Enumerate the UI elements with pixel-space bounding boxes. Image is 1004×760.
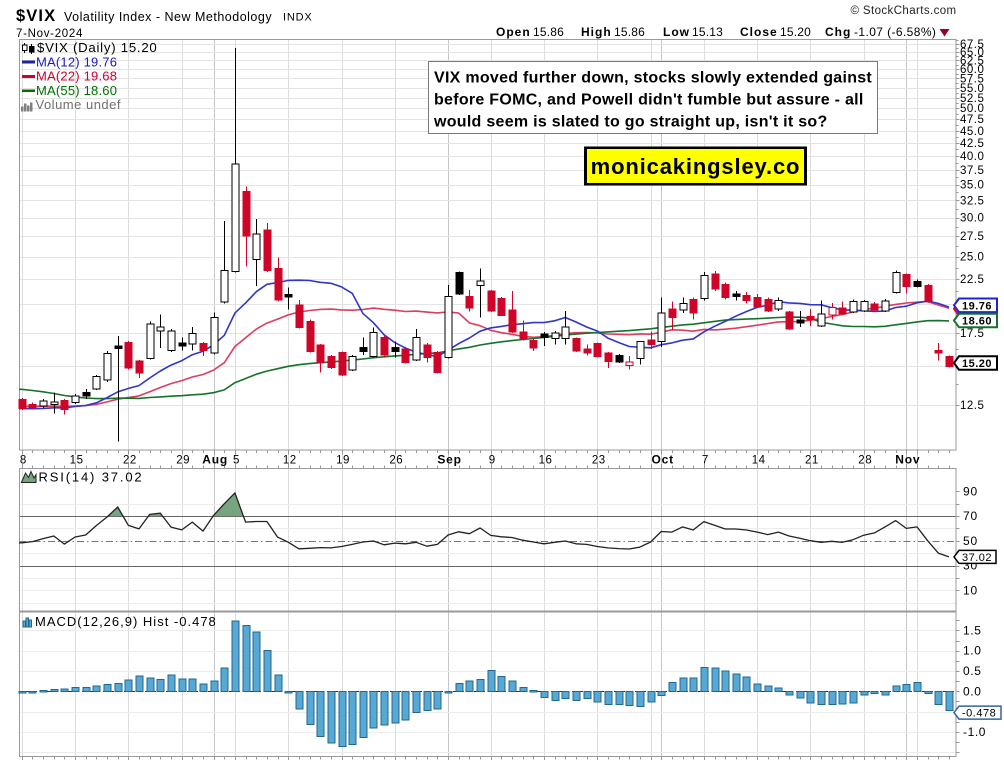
svg-text:57.5: 57.5 — [960, 73, 984, 85]
svg-text:67.5: 67.5 — [960, 39, 984, 51]
svg-text:52.5: 52.5 — [960, 93, 984, 105]
svg-text:Open: Open — [496, 25, 531, 39]
svg-text:35.0: 35.0 — [960, 180, 984, 192]
svg-text:Aug: Aug — [202, 453, 228, 467]
svg-text:15: 15 — [70, 455, 84, 467]
svg-text:70: 70 — [963, 509, 978, 523]
svg-text:19: 19 — [336, 455, 350, 467]
svg-text:1.5: 1.5 — [963, 623, 981, 637]
svg-text:27.5: 27.5 — [960, 231, 984, 243]
svg-text:19.76: 19.76 — [962, 300, 992, 312]
svg-text:before FOMC, and Powell didn't: before FOMC, and Powell didn't fumble bu… — [434, 92, 864, 109]
svg-text:45.0: 45.0 — [960, 126, 984, 138]
svg-text:55.0: 55.0 — [960, 83, 984, 95]
svg-text:50.0: 50.0 — [960, 103, 984, 115]
svg-text:32.5: 32.5 — [960, 195, 984, 207]
svg-text:15.13: 15.13 — [692, 25, 723, 39]
svg-text:50: 50 — [963, 534, 978, 548]
svg-text:8: 8 — [20, 455, 27, 467]
svg-text:MA(22) 19.68: MA(22) 19.68 — [36, 69, 117, 84]
svg-text:0.0: 0.0 — [963, 684, 981, 698]
svg-text:7-Nov-2024: 7-Nov-2024 — [16, 28, 83, 40]
svg-text:Volatility Index - New Methodo: Volatility Index - New Methodology — [64, 10, 272, 24]
svg-text:37.5: 37.5 — [960, 165, 984, 177]
svg-text:Close: Close — [740, 25, 778, 39]
svg-text:9: 9 — [489, 455, 496, 467]
svg-text:-1.07 (-6.58%): -1.07 (-6.58%) — [854, 25, 936, 39]
svg-text:Low: Low — [663, 25, 690, 39]
svg-text:12.5: 12.5 — [960, 400, 984, 412]
svg-text:22.5: 22.5 — [960, 274, 984, 286]
svg-text:-1.0: -1.0 — [963, 725, 986, 739]
svg-text:14: 14 — [752, 455, 766, 467]
svg-text:10: 10 — [963, 583, 978, 597]
svg-text:0.5: 0.5 — [963, 664, 981, 678]
svg-text:60.0: 60.0 — [960, 64, 984, 76]
svg-text:28: 28 — [858, 455, 872, 467]
svg-text:47.5: 47.5 — [960, 114, 984, 126]
svg-text:MA(55) 18.60: MA(55) 18.60 — [36, 83, 117, 98]
svg-text:Oct: Oct — [652, 453, 674, 467]
svg-text:RSI(14) 37.02: RSI(14) 37.02 — [39, 470, 144, 485]
svg-text:18.60: 18.60 — [962, 316, 992, 328]
svg-text:15.86: 15.86 — [614, 25, 645, 39]
svg-text:-0.478: -0.478 — [962, 708, 996, 720]
svg-text:$VIX: $VIX — [16, 7, 56, 25]
svg-text:65.0: 65.0 — [960, 47, 984, 59]
svg-text:Volume undef: Volume undef — [36, 97, 122, 112]
svg-text:15.20: 15.20 — [780, 25, 811, 39]
svg-text:would seem is slated to go str: would seem is slated to go straight up, … — [433, 114, 828, 131]
svg-text:42.5: 42.5 — [960, 138, 984, 150]
svg-text:30.0: 30.0 — [960, 213, 984, 225]
svg-text:5: 5 — [233, 455, 240, 467]
svg-text:26: 26 — [389, 455, 403, 467]
svg-text:25.0: 25.0 — [960, 252, 984, 264]
svg-text:90: 90 — [963, 484, 978, 498]
svg-text:1.0: 1.0 — [963, 644, 981, 658]
svg-text:22: 22 — [123, 455, 137, 467]
svg-text:21: 21 — [805, 455, 819, 467]
svg-text:12: 12 — [283, 455, 297, 467]
svg-text:40.0: 40.0 — [960, 151, 984, 163]
svg-text:37.02: 37.02 — [962, 552, 992, 564]
svg-text:29: 29 — [176, 455, 190, 467]
svg-text:7: 7 — [702, 455, 709, 467]
svg-text:High: High — [581, 25, 612, 39]
svg-text:Nov: Nov — [895, 453, 920, 467]
svg-text:23: 23 — [592, 455, 606, 467]
svg-text:INDX: INDX — [283, 12, 312, 24]
svg-text:16: 16 — [539, 455, 553, 467]
svg-text:VIX moved further down, stocks: VIX moved further down, stocks slowly ex… — [434, 70, 872, 87]
svg-text:15.20: 15.20 — [962, 358, 992, 370]
svg-text:15.86: 15.86 — [533, 25, 564, 39]
svg-text:62.5: 62.5 — [960, 55, 984, 67]
svg-text:monicakingsley.co: monicakingsley.co — [591, 154, 801, 179]
svg-text:MA(12) 19.76: MA(12) 19.76 — [36, 54, 117, 69]
svg-text:17.5: 17.5 — [960, 328, 984, 340]
svg-text:Sep: Sep — [437, 453, 461, 467]
svg-text:$VIX (Daily) 15.20: $VIX (Daily) 15.20 — [37, 40, 158, 55]
svg-text:MACD(12,26,9) Hist -0.478: MACD(12,26,9) Hist -0.478 — [35, 614, 217, 629]
svg-text:© StockCharts.com: © StockCharts.com — [850, 5, 956, 17]
svg-text:Chg: Chg — [825, 25, 851, 39]
